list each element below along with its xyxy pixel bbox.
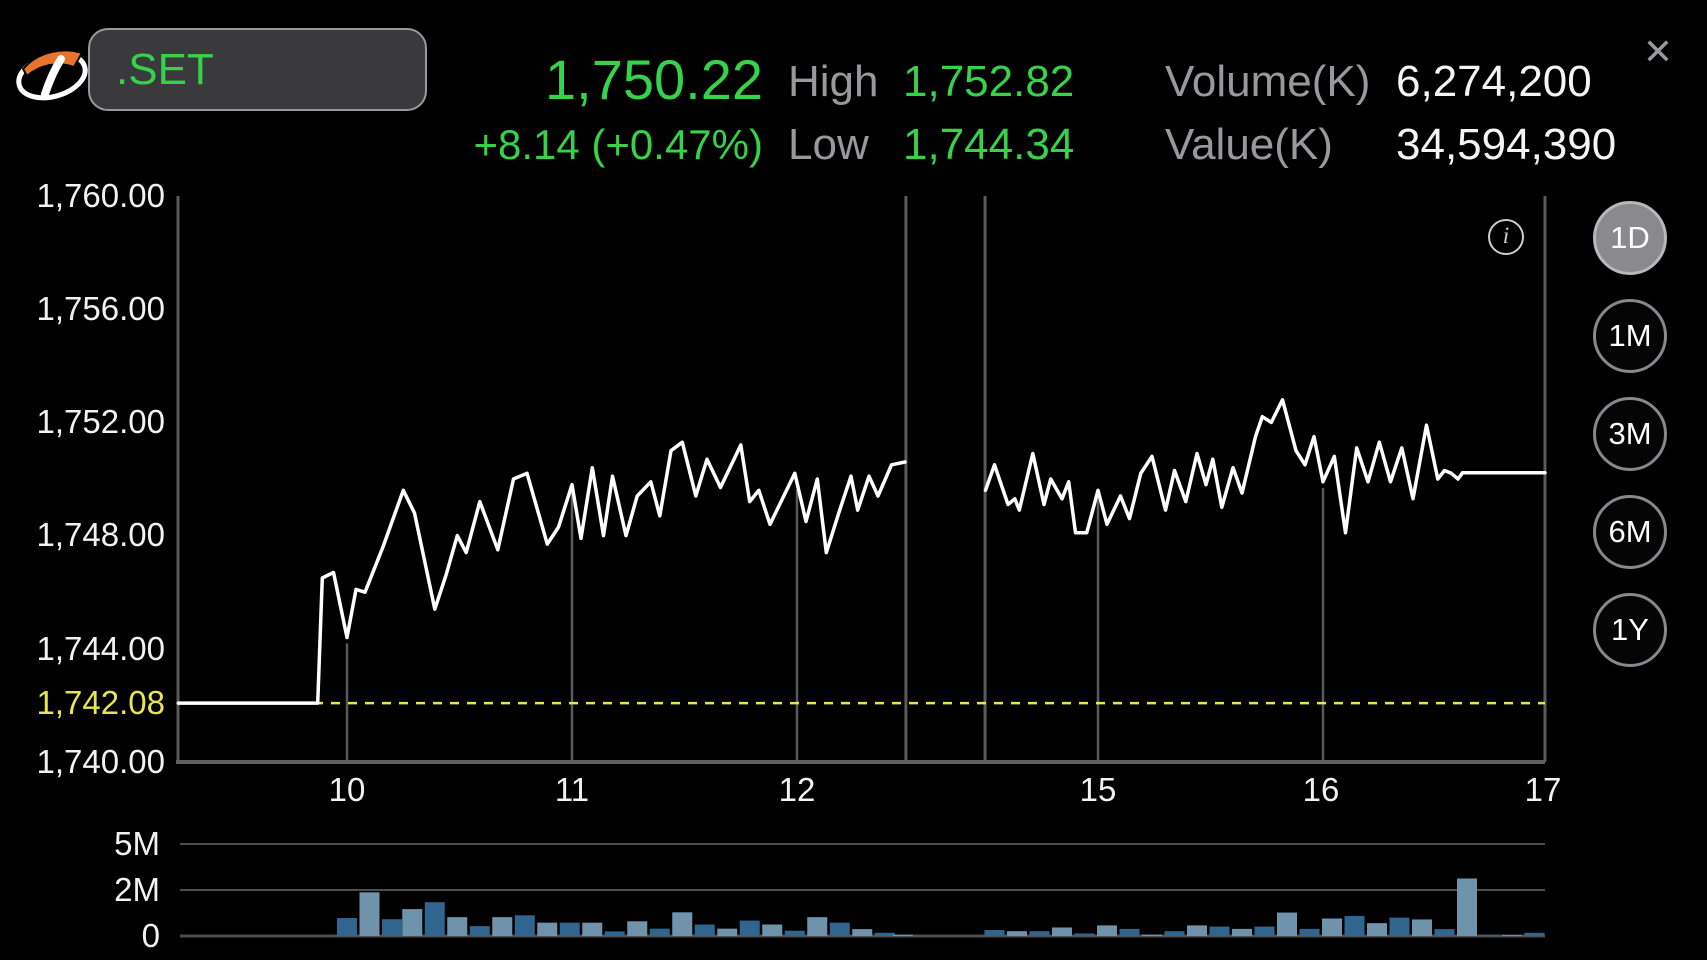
volume-bar	[402, 909, 423, 936]
volume-bar	[382, 919, 402, 936]
volume-bar	[784, 930, 805, 936]
volume-value: 6,274,200	[1396, 57, 1592, 106]
price-line	[983, 398, 1547, 535]
y-tick: 1,760.00	[36, 177, 165, 214]
volume-bar	[1502, 935, 1522, 936]
volume-bar	[337, 918, 357, 936]
x-tick: 11	[554, 771, 590, 808]
volume-bar	[1389, 917, 1410, 936]
value-label: Value(K)	[1165, 120, 1333, 169]
volume-bar	[807, 917, 828, 936]
volume-bar	[1457, 878, 1477, 936]
y-tick: 1,752.00	[36, 403, 165, 440]
close-icon[interactable]: ✕	[1642, 31, 1674, 72]
volume-bar	[1254, 926, 1275, 936]
volume-bar	[694, 924, 715, 936]
volume-bar	[1232, 928, 1252, 936]
volume-bar	[1322, 918, 1342, 936]
range-button-1d[interactable]: 1D	[1593, 201, 1667, 275]
x-tick: 10	[328, 771, 366, 808]
broker-logo-icon	[16, 49, 88, 101]
volume-bar	[892, 934, 913, 936]
volume-bar	[739, 920, 760, 936]
volume-bar	[1524, 932, 1545, 936]
volume-bar	[1164, 931, 1185, 936]
price-line	[176, 440, 907, 705]
price-change: +8.14 (+0.47%)	[473, 121, 763, 168]
y-tick: 1,744.00	[36, 630, 165, 667]
volume-bar	[627, 921, 648, 936]
volume-bar	[1299, 928, 1320, 936]
volume-bar	[1479, 934, 1500, 936]
volume-tick: 5M	[114, 825, 160, 862]
last-price: 1,750.22	[545, 48, 763, 111]
volume-bar	[582, 922, 603, 936]
volume-bar	[1142, 934, 1162, 936]
volume-tick: 2M	[114, 871, 160, 908]
volume-bar	[1187, 925, 1207, 936]
y-tick: 1,740.00	[36, 743, 165, 780]
symbol-text: .SET	[116, 44, 214, 94]
prev-close-tick: 1,742.08	[36, 684, 165, 721]
y-tick: 1,756.00	[36, 290, 165, 327]
volume-bar	[649, 928, 670, 936]
volume-bar	[1209, 926, 1230, 936]
range-button-6m[interactable]: 6M	[1593, 495, 1667, 569]
info-icon[interactable]: i	[1488, 219, 1524, 255]
symbol-input[interactable]: .SET	[88, 28, 427, 111]
x-tick: 15	[1079, 771, 1117, 808]
volume-bar	[1367, 923, 1387, 936]
high-value: 1,752.82	[903, 57, 1075, 106]
volume-tick: 0	[141, 917, 160, 954]
volume-bar	[852, 929, 873, 936]
volume-bar	[1029, 931, 1050, 936]
volume-label: Volume(K)	[1165, 57, 1371, 106]
volume-bar	[1074, 933, 1095, 936]
volume-bar	[1434, 929, 1455, 936]
volume-bar	[672, 912, 693, 936]
volume-bar	[829, 922, 850, 936]
volume-bar	[447, 917, 468, 936]
volume-bar	[874, 932, 895, 936]
volume-bar	[762, 924, 783, 936]
x-tick: 12	[778, 771, 816, 808]
volume-bar	[537, 922, 558, 936]
volume-bar	[469, 926, 490, 936]
value-value: 34,594,390	[1396, 120, 1617, 169]
x-tick: 17	[1524, 771, 1562, 808]
range-button-3m[interactable]: 3M	[1593, 397, 1667, 471]
y-tick: 1,748.00	[36, 516, 165, 553]
volume-bar	[359, 892, 380, 936]
volume-bar	[1007, 931, 1027, 936]
volume-bar	[604, 931, 625, 936]
volume-bar	[1119, 928, 1140, 936]
volume-bar	[1097, 925, 1117, 936]
range-button-1y[interactable]: 1Y	[1593, 593, 1667, 667]
low-label: Low	[788, 120, 869, 169]
volume-bar	[1412, 919, 1432, 936]
x-tick: 16	[1302, 771, 1340, 808]
volume-bar	[1344, 915, 1365, 936]
volume-bar	[984, 930, 1005, 936]
low-value: 1,744.34	[903, 120, 1075, 169]
high-label: High	[788, 57, 879, 106]
range-button-1m[interactable]: 1M	[1593, 299, 1667, 373]
volume-bar	[1277, 912, 1297, 936]
volume-bar	[1052, 927, 1072, 936]
volume-bar	[559, 922, 580, 936]
volume-bar	[514, 915, 535, 936]
volume-bar	[424, 902, 445, 936]
volume-bar	[492, 917, 513, 936]
volume-bar	[717, 928, 738, 936]
